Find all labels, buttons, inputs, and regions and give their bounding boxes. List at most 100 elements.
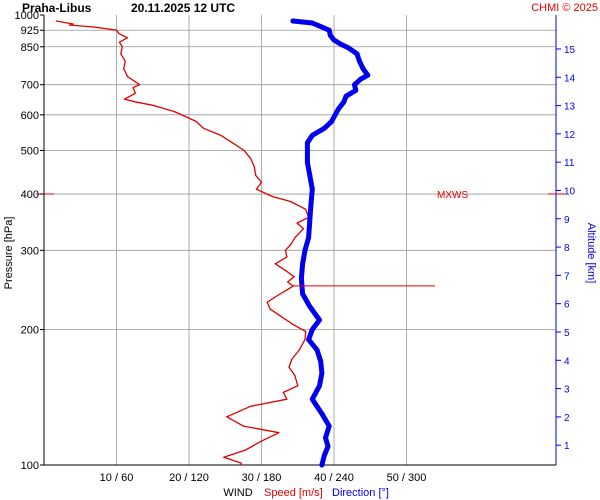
wind-tick-label: 40 / 240: [314, 472, 354, 484]
credit-label: CHMI © 2025: [531, 2, 598, 14]
wind-speed-point: [124, 60, 126, 62]
wind-speed-point: [266, 301, 268, 303]
wind-direction-point: [317, 317, 322, 323]
wind-speed-point: [126, 37, 128, 39]
wind-direction-point: [325, 443, 331, 449]
wind-speed-point: [202, 127, 205, 129]
altitude-tick-label: 7: [564, 271, 570, 282]
altitude-tick-label: 8: [564, 243, 570, 254]
wind-speed-point: [294, 237, 296, 239]
wind-speed-point: [286, 289, 288, 291]
wind-speed-point: [184, 115, 186, 118]
wind-speed-point: [68, 24, 70, 26]
wind-speed-point: [282, 391, 284, 393]
wind-direction-point: [321, 125, 327, 131]
wind-direction-point: [307, 217, 313, 223]
wind-speed-point: [292, 324, 294, 326]
wind-direction-point: [305, 140, 310, 146]
pressure-tick-label: 300: [21, 245, 39, 257]
pressure-axis: 100 200 300 400 500 600 700 850 925 1000: [15, 10, 44, 472]
wind-speed-point: [284, 249, 287, 251]
wind-speed-point: [115, 29, 118, 31]
wind-speed-point: [298, 349, 300, 351]
wind-speed-point: [139, 84, 141, 86]
wind-speed-point: [55, 20, 57, 22]
mxws-label: MXWS: [437, 190, 468, 201]
wind-direction-point: [308, 201, 314, 207]
wind-speed-point: [305, 330, 307, 333]
altitude-tick-label: 4: [564, 356, 570, 367]
wind-direction-point: [306, 337, 312, 342]
wind-direction-point: [360, 66, 366, 72]
altitude-tick-label: 14: [564, 73, 576, 84]
wind-speed-point: [136, 101, 138, 103]
wind-direction-point: [336, 106, 342, 111]
wind-speed-point: [121, 46, 123, 48]
wind-direction-point: [307, 173, 313, 178]
wind-speed-point: [242, 425, 244, 427]
wind-direction-point: [319, 411, 325, 417]
wind-speed-point: [72, 23, 74, 25]
altitude-tick-label: 9: [564, 215, 570, 226]
wind-speed-point: [255, 188, 258, 190]
wind-speed-point: [296, 222, 298, 224]
wind-speed-point: [120, 53, 122, 55]
wind-speed-point: [294, 375, 296, 377]
wind-direction-point: [317, 383, 322, 389]
pressure-tick-label: 700: [21, 80, 39, 92]
wind-speed-point: [132, 86, 134, 89]
wind-speed-point: [304, 338, 306, 341]
wind-direction-point: [302, 247, 308, 253]
wind-speed-point: [244, 449, 247, 451]
wind-speed-point: [271, 195, 273, 198]
wind-tick-label: 30 / 180: [242, 472, 282, 484]
wind-speed-point: [287, 281, 289, 283]
wind-speed-point: [195, 120, 197, 123]
wind-axis: 10 / 60 20 / 120 30 / 180 40 / 240 50 / 300: [100, 472, 427, 484]
wind-direction-point: [298, 275, 304, 281]
wind-speed-point: [255, 174, 257, 177]
wind-speed-point: [123, 68, 125, 70]
series-layer: [55, 18, 435, 468]
wind-speed-point: [291, 358, 293, 360]
wind-direction-point: [309, 20, 315, 26]
wind-direction-point: [354, 51, 360, 57]
wind-speed-point: [220, 134, 222, 137]
wind-direction-point: [346, 45, 351, 51]
wind-direction-point: [327, 33, 333, 38]
pressure-tick-label: 400: [21, 189, 39, 201]
wind-speed-point: [253, 166, 255, 168]
altitude-tick-label: 11: [564, 158, 575, 169]
wind-speed-point: [269, 308, 271, 310]
pressure-tick-label: 925: [21, 25, 39, 37]
wind-speed-point: [231, 142, 234, 144]
pressure-axis-title: Pressure [hPa]: [3, 217, 15, 290]
wind-speed-point: [276, 294, 279, 297]
wind-speed-point: [118, 32, 120, 35]
altitude-tick-label: 1: [564, 441, 570, 452]
wind-direction-point: [318, 358, 324, 364]
pressure-tick-label: 850: [21, 42, 39, 54]
wind-direction-point: [306, 235, 312, 241]
wind-speed-point: [286, 256, 288, 258]
wind-speed-point: [288, 366, 290, 368]
altitude-tick-label: 15: [564, 45, 576, 56]
wind-direction-point: [331, 37, 337, 43]
wind-direction-point: [319, 462, 325, 468]
wind-speed-point: [250, 405, 252, 407]
altitude-tick-label: 5: [564, 328, 570, 339]
wind-speed-point: [134, 92, 136, 94]
wind-speed-point: [243, 149, 245, 152]
wind-speed-point: [305, 208, 307, 210]
wind-speed-point: [289, 200, 292, 203]
wind-direction-point: [353, 87, 359, 93]
wind-direction-point: [309, 396, 315, 402]
wind-direction-point: [314, 347, 320, 353]
wind-speed-point: [285, 270, 287, 272]
wind-direction-point: [309, 133, 315, 138]
wind-direction-point: [309, 327, 315, 332]
wind-speed-point: [94, 26, 96, 28]
wind-speed-point: [302, 228, 305, 230]
altitude-tick-label: 6: [564, 300, 570, 311]
